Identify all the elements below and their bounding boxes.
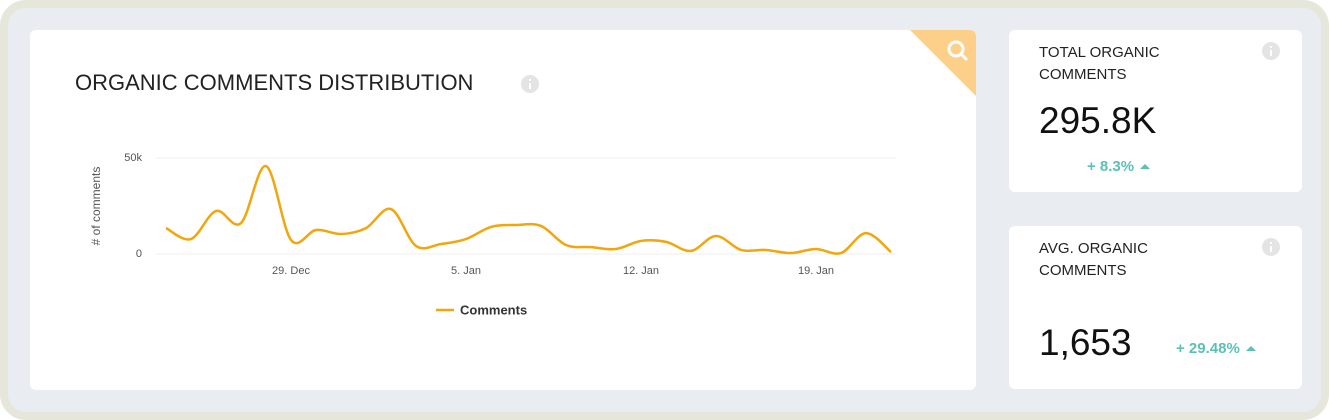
y-tick-label: 50k <box>124 152 142 164</box>
info-icon <box>1262 42 1280 60</box>
card-title: TOTAL ORGANIC COMMENTS <box>1039 44 1160 83</box>
x-tick-label: 29. Dec <box>272 265 310 277</box>
card-change: + 8.3% <box>1087 158 1150 175</box>
chart-panel: ORGANIC COMMENTS DISTRIBUTION # of comme… <box>30 30 976 390</box>
card: AVG. ORGANIC COMMENTS 1,653 + 29.48% <box>1009 226 1302 389</box>
search-icon <box>947 40 965 58</box>
info-icon <box>521 75 539 93</box>
y-axis-label: # of comments <box>89 167 103 246</box>
x-tick-label: 5. Jan <box>451 265 481 277</box>
chart: ORGANIC COMMENTS DISTRIBUTION # of comme… <box>75 30 976 317</box>
card: TOTAL ORGANIC COMMENTS 295.8K + 8.3% <box>1009 30 1302 192</box>
card-title: AVG. ORGANIC COMMENTS <box>1039 240 1148 279</box>
x-tick-label: 12. Jan <box>623 265 659 277</box>
card-change: + 29.48% <box>1176 340 1256 357</box>
search-corner[interactable] <box>910 30 976 96</box>
chart-title: ORGANIC COMMENTS DISTRIBUTION <box>75 70 473 95</box>
card-value: 295.8K <box>1039 100 1157 141</box>
line-series <box>165 164 892 255</box>
search-icon-handle <box>959 52 968 61</box>
y-tick-label: 0 <box>136 248 142 260</box>
x-tick-label: 19. Jan <box>798 265 834 277</box>
legend-label: Comments <box>460 302 527 317</box>
info-icon <box>1262 238 1280 256</box>
card-value: 1,653 <box>1039 322 1132 363</box>
